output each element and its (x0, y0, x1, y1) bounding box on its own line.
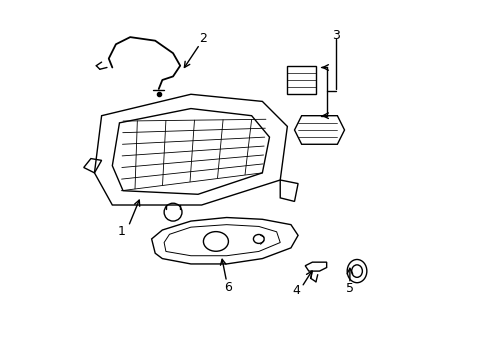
Text: 6: 6 (224, 281, 232, 294)
Text: 2: 2 (199, 32, 207, 45)
Polygon shape (294, 116, 344, 144)
Text: 5: 5 (345, 283, 353, 296)
Text: 4: 4 (292, 284, 300, 297)
Polygon shape (287, 66, 315, 94)
Text: 3: 3 (331, 29, 339, 42)
Text: 1: 1 (117, 225, 125, 238)
